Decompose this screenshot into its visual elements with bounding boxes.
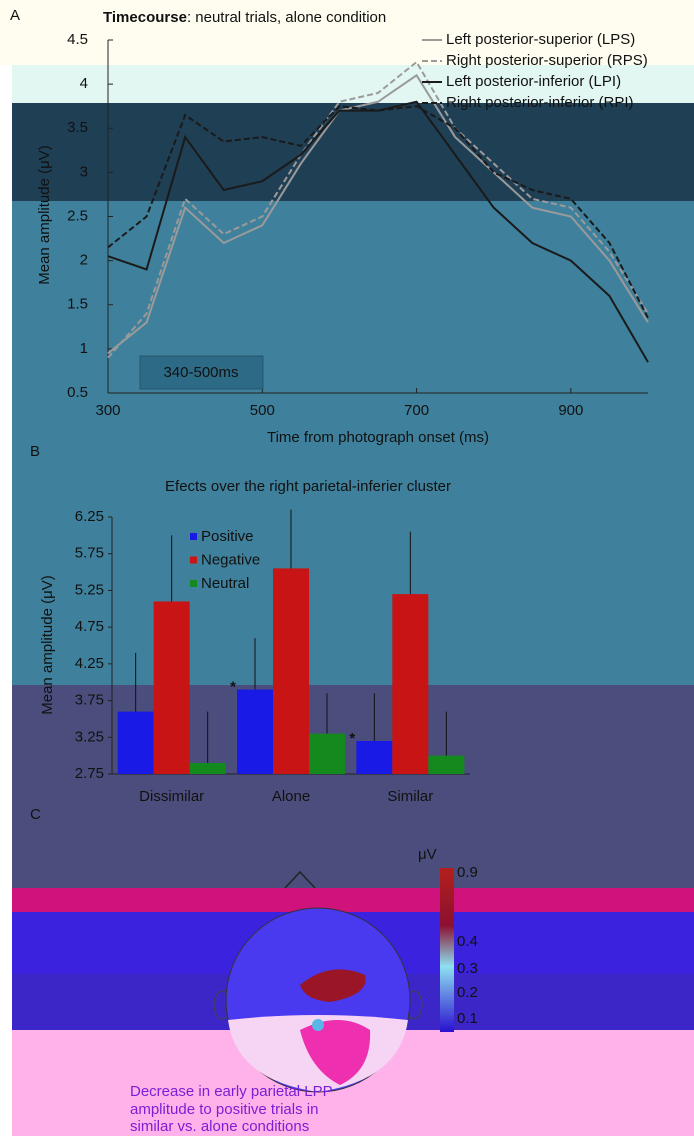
y-tick-label: 3: [80, 163, 88, 180]
band: [12, 201, 694, 685]
panel-label: B: [30, 443, 40, 460]
annotation: 340-500ms: [163, 364, 238, 381]
colorbar: [440, 868, 454, 1032]
y-tick-label: 4.5: [67, 31, 88, 48]
y-tick-label: 0.5: [67, 384, 88, 401]
bar: [428, 755, 465, 774]
band: [0, 0, 694, 65]
line-series: [107, 100, 649, 363]
y-axis-label: Mean amplitude (μV): [36, 145, 53, 285]
band: [12, 65, 694, 103]
y-tick-label: 3.75: [75, 692, 104, 709]
y-tick-label: 5.75: [75, 545, 104, 562]
legend-label: Negative: [201, 551, 260, 568]
region: [300, 1020, 371, 1085]
y-tick-label: 4.25: [75, 655, 104, 672]
legend-label: Neutral: [201, 575, 249, 592]
x-tick-label: 300: [95, 402, 120, 419]
annotation-box: [139, 355, 264, 390]
legend-label: Right posterior-superior (RPS): [446, 52, 648, 69]
legend-label: Right posterior-inferior (RPI): [446, 94, 634, 111]
x-tick-label: 700: [404, 402, 429, 419]
y-tick-label: 1: [80, 340, 88, 357]
legend-swatch: [190, 580, 197, 587]
y-tick-label: 1.5: [67, 296, 88, 313]
caption: similar vs. alone conditions: [130, 1118, 309, 1135]
colorbar-label: 0.9: [457, 864, 478, 881]
bar: [273, 568, 309, 774]
y-tick-label: 2.75: [75, 765, 104, 782]
colorbar-label: 0.2: [457, 984, 478, 1001]
bar: [153, 601, 190, 774]
electrode: [312, 1019, 324, 1031]
title-bold: Timecourse: [103, 9, 187, 26]
region: [300, 969, 366, 1002]
significance-mark: *: [349, 730, 355, 747]
colorbar-label: 0.1: [457, 1010, 478, 1027]
x-tick-label: Similar: [387, 788, 433, 805]
y-tick-label: 3.5: [67, 119, 88, 136]
bar: [392, 594, 429, 774]
line-series: [107, 73, 649, 355]
y-tick-label: 2.5: [67, 207, 88, 224]
y-tick-label: 3.25: [75, 728, 104, 745]
bar: [356, 740, 393, 774]
legend-swatch: [190, 533, 197, 540]
colorbar-label: 0.3: [457, 960, 478, 977]
band: [12, 685, 694, 888]
bar: [237, 689, 273, 774]
caption: Decrease in early parietal LPP: [130, 1083, 333, 1100]
x-tick-label: 900: [558, 402, 583, 419]
x-tick-label: Dissimilar: [139, 788, 204, 805]
x-tick-label: 500: [250, 402, 275, 419]
colorbar-label: 0.4: [457, 933, 478, 950]
nose: [284, 870, 316, 889]
y-tick-label: 5.25: [75, 581, 104, 598]
y-tick-label: 4: [80, 75, 88, 92]
significance-mark: *: [230, 679, 236, 696]
caption: amplitude to positive trials in: [130, 1101, 318, 1118]
bar: [309, 733, 345, 774]
legend-label: Left posterior-superior (LPS): [446, 31, 635, 48]
legend-label: Left posterior-inferior (LPI): [446, 73, 621, 90]
y-tick-label: 6.25: [75, 508, 104, 525]
x-axis-label: Time from photograph onset (ms): [267, 429, 489, 446]
y-tick-label: 4.75: [75, 618, 104, 635]
topomap: μV 0.9 0.4 0.3 0.2 0.1: [213, 846, 478, 1093]
band: [12, 103, 694, 201]
bar: [189, 762, 226, 774]
line-series: [107, 105, 649, 319]
bar: [117, 711, 154, 774]
title-text: : neutral trials, alone condition: [187, 9, 386, 26]
colorbar-unit: μV: [418, 846, 437, 863]
legend-label: Positive: [201, 528, 254, 545]
line-series: [107, 60, 649, 359]
panel-label: A: [10, 7, 20, 24]
y-axis-label: Mean amplitude (μV): [39, 575, 56, 715]
band: [12, 888, 694, 912]
chart-title: Timecourse: neutral trials, alone condit…: [103, 9, 386, 26]
legend-swatch: [190, 556, 197, 564]
y-tick-label: 2: [80, 252, 88, 269]
panel-label: C: [30, 806, 41, 823]
x-tick-label: Alone: [272, 788, 310, 805]
chart-title: Efects over the right parietal-inferier …: [165, 478, 451, 495]
